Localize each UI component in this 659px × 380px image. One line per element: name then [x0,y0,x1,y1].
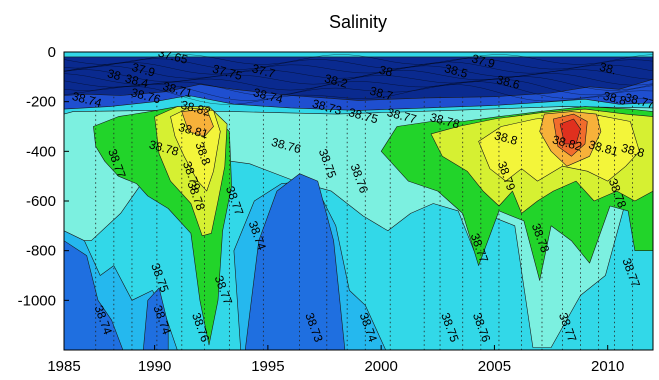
surface-isolines [64,54,653,105]
surface-isoline-3 [64,65,653,80]
contour-label-30: 38.7 [368,84,394,104]
surface-isoline-0 [64,54,653,65]
contour-label-53: 38. [598,60,618,78]
contour-fills [64,56,653,350]
contour-label-37: 38.8 [493,128,519,148]
x-tick-label-1: 1990 [138,358,171,375]
y-tick-label-0: 0 [48,44,56,61]
y-tick-label-1: -200 [26,94,56,111]
contour-label-28: 37.9 [470,51,496,71]
surface-isoline-1 [64,58,653,70]
y-axis: 0 -200 -400 -600 -800 -1000 [18,44,69,309]
contour-label-25: 38.2 [323,71,349,91]
contour-region-17 [64,56,653,101]
y-tick-label-4: -800 [26,243,56,260]
x-tick-label-0: 1985 [47,358,80,375]
contour-label-50: 38.8 [620,141,646,161]
x-tick-label-5: 2010 [591,358,624,375]
x-axis: 1985 1990 1995 2000 2005 2010 [47,345,624,375]
contour-label-36: 38.6 [495,72,521,92]
contour-region-10 [559,118,581,145]
contour-label-2: 37.9 [130,60,156,80]
contour-label-26: 38 [378,63,395,80]
contour-label-48: 38.8 [602,89,628,109]
y-tick-label-5: -1000 [18,292,56,309]
contour-region-14 [143,287,169,350]
contour-region-7 [181,108,214,137]
x-tick-label-4: 2005 [478,358,511,375]
x-tick-label-2: 1995 [251,358,284,375]
surface-isoline-6 [64,78,653,96]
contour-label-1: 38 [106,66,123,83]
contour-region-13 [64,240,124,350]
x-tick-label-3: 2000 [364,358,397,375]
contour-label-15: 37.7 [250,61,276,81]
y-tick-label-2: -400 [26,143,56,160]
y-tick-label-3: -600 [26,193,56,210]
surface-isoline-7 [64,81,653,101]
surface-isoline-8 [64,84,653,105]
contour-region-15 [244,173,346,350]
surface-isoline-5 [64,73,653,91]
chart-title: Salinity [329,12,387,32]
profile-markers [95,96,634,350]
contour-label-27: 38.5 [443,61,469,81]
contour-label-3: 38.4 [124,71,150,91]
